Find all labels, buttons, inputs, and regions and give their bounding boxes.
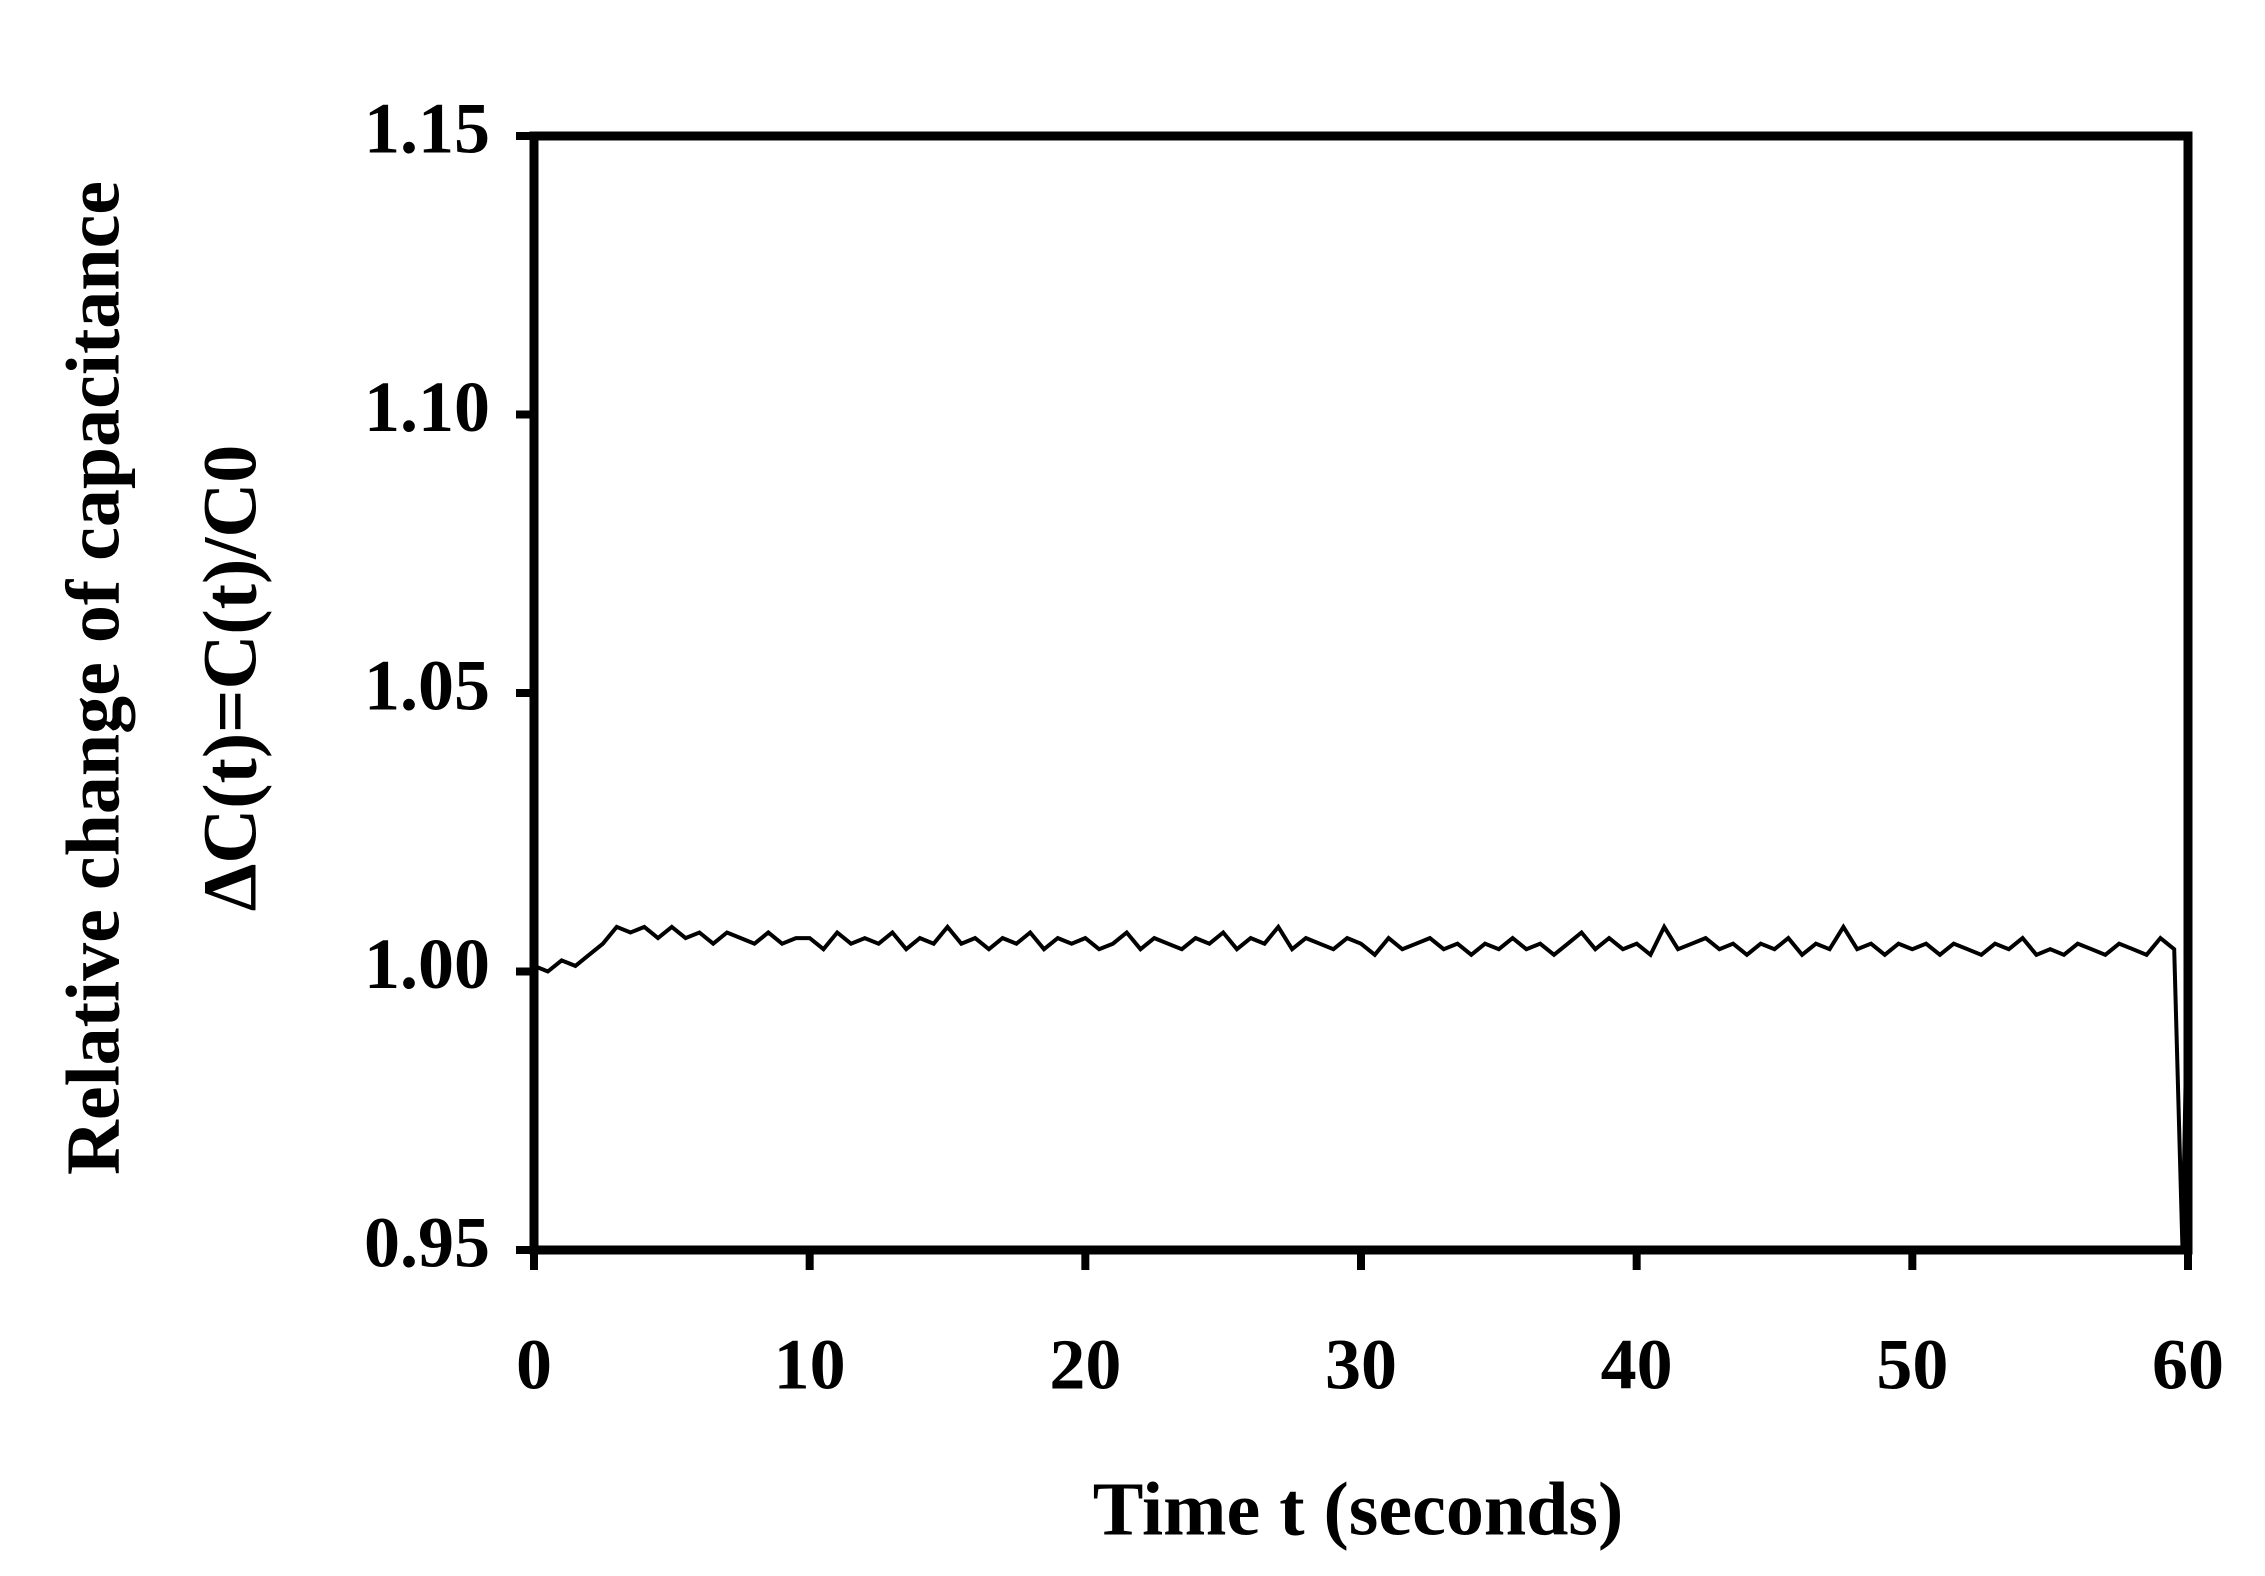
- x-tick-label: 50: [1876, 1325, 1948, 1405]
- x-tick-label: 10: [774, 1325, 846, 1405]
- y-tick-label: 0.95: [364, 1203, 490, 1283]
- y-tick-label: 1.05: [364, 646, 490, 726]
- x-tick-label: 0: [516, 1325, 552, 1405]
- plot-frame: [529, 131, 2193, 1255]
- x-tick-label: 40: [1601, 1325, 1673, 1405]
- y-axis-label: Relative change of capacitance: [51, 181, 135, 1175]
- y-tick-label: 1.00: [364, 924, 490, 1004]
- y-axis-label: ΔC(t)=C(t)/C0: [188, 445, 272, 912]
- y-tick-label: 1.15: [364, 89, 490, 169]
- x-tick-label: 60: [2152, 1325, 2224, 1405]
- x-tick-label: 20: [1049, 1325, 1121, 1405]
- x-tick-label: 30: [1325, 1325, 1397, 1405]
- data-line: [533, 922, 2190, 1251]
- x-axis-label: Time t (seconds): [1093, 1467, 1624, 1551]
- y-tick-label: 1.10: [364, 367, 490, 447]
